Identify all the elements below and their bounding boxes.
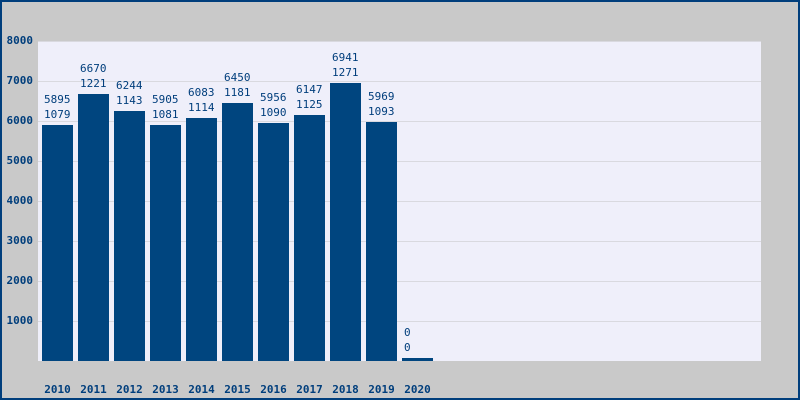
y-axis-label: 7000	[6, 74, 34, 87]
y-axis-label: 5000	[6, 154, 34, 167]
bar-secondary-label: 0	[404, 341, 411, 354]
bar-2014	[186, 117, 217, 361]
bar-value-label: 6450	[224, 71, 251, 84]
bar-value-label: 6244	[116, 79, 143, 93]
bar-value-label: 5969	[368, 90, 395, 104]
gridline	[38, 201, 761, 202]
bar-secondary-label: 1079	[44, 108, 71, 122]
bar-value-label: 6670	[80, 62, 107, 76]
x-axis-label-2017: 2017	[296, 383, 323, 396]
bar-label-block: 6450 1181	[224, 70, 251, 100]
gridline	[38, 321, 761, 322]
x-axis-label-2015: 2015	[224, 383, 251, 396]
bar-2012	[114, 111, 145, 361]
bar-2010	[42, 125, 73, 361]
y-axis-label: 4000	[6, 194, 34, 207]
bar-value-label: 5956	[260, 90, 287, 104]
bar-2020	[402, 358, 433, 361]
bar-2013	[150, 124, 181, 361]
y-axis-label: 1000	[6, 314, 34, 327]
bar-label-block: 6244 1143	[116, 78, 143, 108]
bar-secondary-label: 1271	[332, 66, 359, 80]
bar-secondary-label: 1221	[80, 77, 107, 91]
bar-label-block: 6941 1271	[332, 50, 359, 80]
gridline	[38, 281, 761, 282]
x-axis-label-2018: 2018	[332, 383, 359, 396]
gridline	[38, 161, 761, 162]
x-axis-label-2011: 2011	[80, 383, 107, 396]
x-axis-label-2014: 2014	[188, 383, 215, 396]
bar-secondary-label: 1143	[116, 94, 143, 108]
bar-secondary-label: 1081	[152, 107, 179, 121]
bar-value-label: 5905	[152, 92, 179, 106]
x-axis-label-2010: 2010	[44, 383, 71, 396]
x-axis-label-2016: 2016	[260, 383, 287, 396]
x-axis-label-2013: 2013	[152, 383, 179, 396]
bar-value-label: 6941	[332, 51, 359, 65]
gridline	[38, 81, 761, 82]
bar-2011	[78, 94, 109, 361]
x-axis-label-2012: 2012	[116, 383, 143, 396]
bar-label-block: 5905 1081	[152, 92, 179, 122]
y-axis-label: 2000	[6, 274, 34, 287]
bar-2015	[222, 103, 253, 361]
gridline	[38, 41, 761, 42]
bar-secondary-label: 1090	[260, 105, 287, 119]
bar-label-block: 5956 1090	[260, 90, 287, 120]
bar-2018	[330, 83, 361, 361]
x-axis-label-2019: 2019	[368, 383, 395, 396]
bar-2017	[294, 115, 325, 361]
bar-value-label: 0	[404, 326, 411, 339]
gridline	[38, 121, 761, 122]
y-axis-label: 8000	[6, 34, 34, 47]
y-axis-label: 6000	[6, 114, 34, 127]
bar-secondary-label: 1125	[296, 98, 323, 112]
bar-secondary-label: 1114	[188, 100, 215, 114]
bar-value-label: 6147	[296, 83, 323, 97]
plot-area: 5895 1079 6670 1221 6244 1143 5905 1081 6083 1114…	[38, 41, 761, 361]
y-axis-label: 3000	[6, 234, 34, 247]
bar-label-block: 6147 1125	[296, 82, 323, 112]
bar-2019	[366, 122, 397, 361]
bar-label-block: 5969 1093	[368, 89, 395, 119]
bar-secondary-label: 1181	[224, 86, 251, 99]
bar-2016	[258, 122, 289, 361]
bar-secondary-label: 1093	[368, 105, 395, 119]
bar-label-block: 5895 1079	[44, 92, 71, 122]
bar-value-label: 6083	[188, 85, 215, 99]
gridline	[38, 241, 761, 242]
x-axis-label-2020: 2020	[404, 383, 431, 396]
bar-label-block: 6083 1114	[188, 85, 215, 115]
bar-value-label: 5895	[44, 93, 71, 107]
bar-label-block: 6670 1221	[80, 61, 107, 91]
